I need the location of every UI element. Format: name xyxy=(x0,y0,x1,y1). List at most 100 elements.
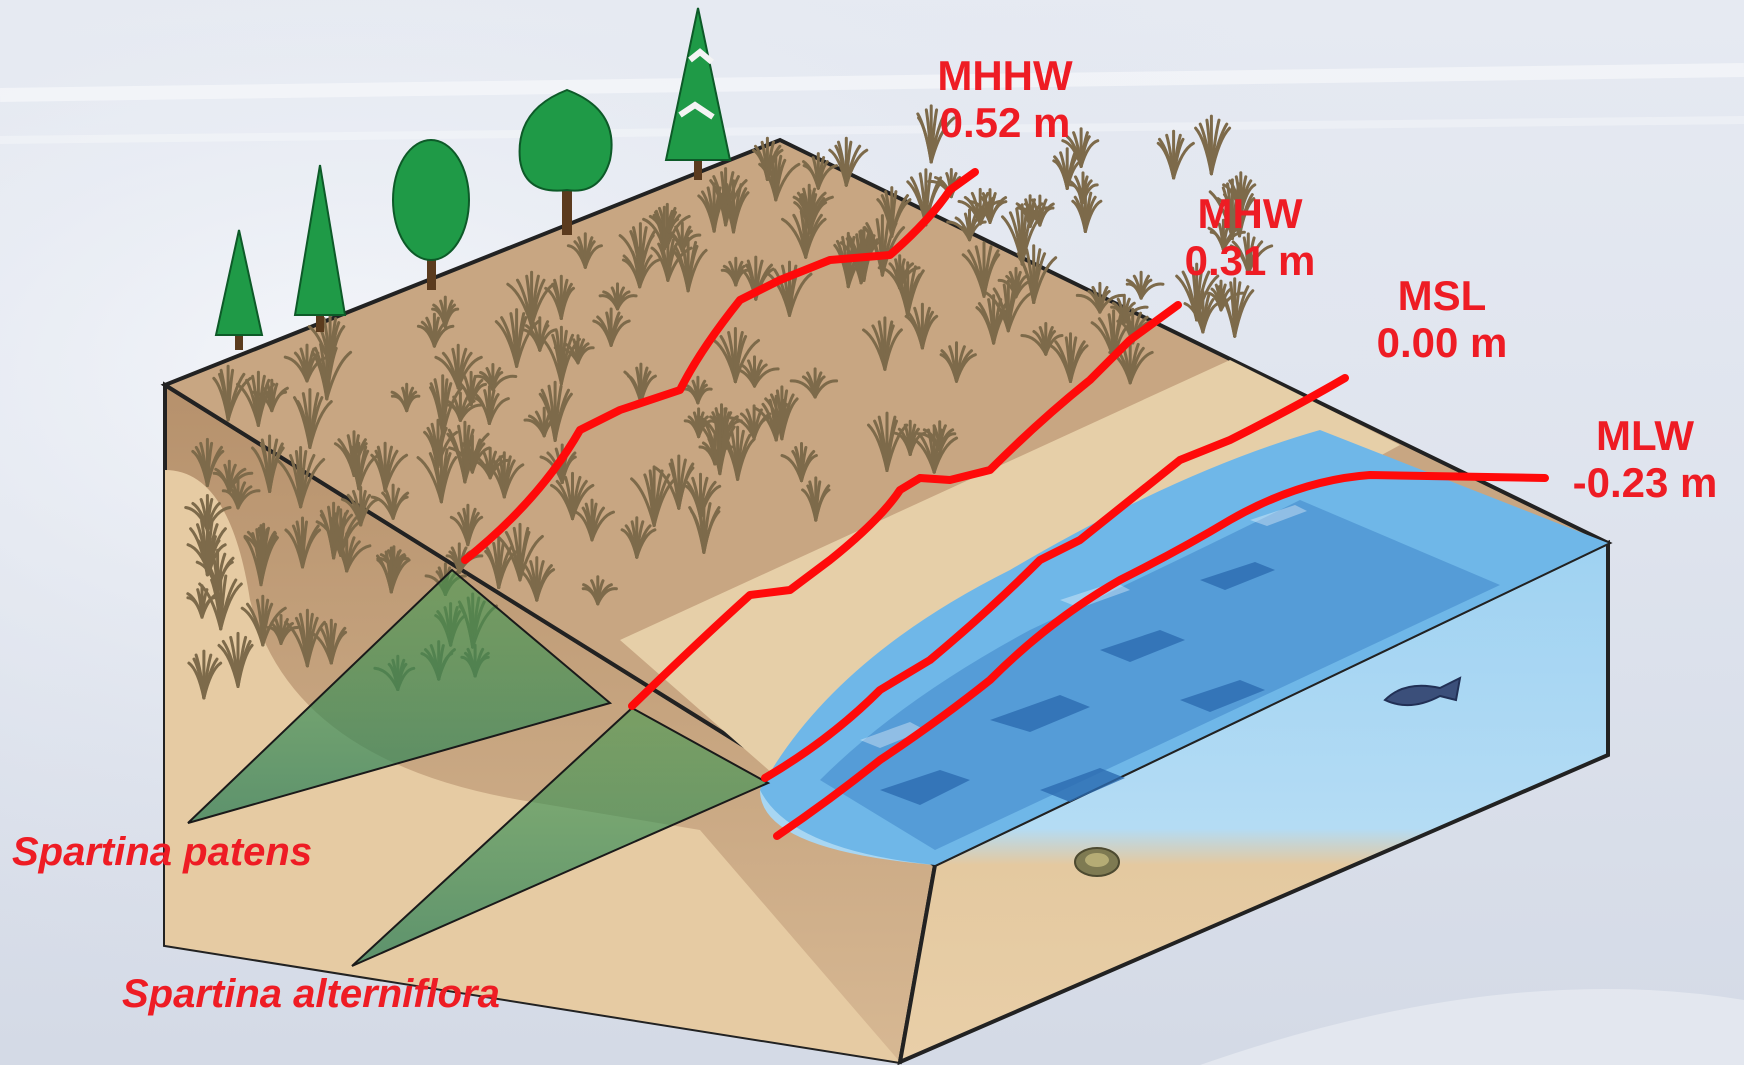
grass-blade xyxy=(1238,197,1256,238)
grass-blade xyxy=(328,325,346,370)
grass-tuft xyxy=(494,308,540,368)
grass-blade xyxy=(1083,199,1103,233)
grass-tuft xyxy=(1067,171,1099,205)
grass-tuft xyxy=(802,152,839,190)
grass-tuft xyxy=(862,316,903,371)
grass-blade xyxy=(932,436,959,474)
grass-tuft xyxy=(448,434,491,474)
grass-tuft xyxy=(506,270,555,328)
grass-tuft xyxy=(541,325,581,386)
grass-blade xyxy=(502,463,525,499)
grass-tuft xyxy=(1208,178,1247,240)
grass-blade xyxy=(456,355,483,390)
grass-blade xyxy=(844,148,869,187)
species-zone-pointers xyxy=(187,568,771,967)
grass-blade xyxy=(814,488,831,522)
grass-blade xyxy=(205,449,225,487)
grass-blade xyxy=(560,455,577,484)
msl-line xyxy=(761,374,1349,782)
grass-tuft xyxy=(665,221,702,253)
grass-blade xyxy=(1038,206,1055,227)
grass-blade xyxy=(436,430,459,469)
grass-tuft xyxy=(191,437,225,487)
grass-blade xyxy=(665,214,691,248)
grass-tuft xyxy=(1016,194,1055,227)
grass-tuft xyxy=(581,575,618,606)
grass-tuft xyxy=(984,279,1033,333)
grass-blade xyxy=(908,431,927,456)
fish-icon xyxy=(1383,676,1462,707)
grass-blade xyxy=(236,643,254,688)
msl-name: MSL xyxy=(1397,272,1487,319)
grass-blade xyxy=(357,453,380,491)
grass-blade xyxy=(1006,291,1033,333)
grass-blade xyxy=(885,423,909,472)
grass-tuft xyxy=(251,434,285,493)
grass-blade xyxy=(816,164,839,190)
grass-tuft xyxy=(683,407,715,439)
grass-blade xyxy=(383,453,409,493)
grass-tuft xyxy=(1194,114,1232,176)
grass-tuft xyxy=(449,503,484,547)
grass-tuft xyxy=(792,183,834,225)
grass-tuft xyxy=(474,363,518,392)
grass-blade xyxy=(813,379,839,399)
grass-blade xyxy=(702,510,721,554)
spartina-patens-wedge xyxy=(187,568,613,824)
grass-tuft xyxy=(434,343,483,390)
grass-tuft xyxy=(1156,129,1195,180)
mlw-label: MLW -0.23 m xyxy=(1560,412,1730,506)
grass-blade xyxy=(226,376,252,422)
grass-tuft xyxy=(620,516,657,559)
grass-tuft xyxy=(189,515,227,577)
grass-tuft xyxy=(283,343,330,383)
grass-tuft xyxy=(390,382,421,413)
grass-blade xyxy=(596,587,618,606)
mlw-line xyxy=(773,471,1549,840)
grass-blade xyxy=(515,320,540,368)
grass-blade xyxy=(732,191,750,234)
grass-blade xyxy=(487,397,510,425)
grass-tuft xyxy=(758,150,801,202)
grass-tuft xyxy=(969,188,1008,224)
grass-blade xyxy=(1209,126,1232,176)
grass-blade xyxy=(205,506,232,532)
grass-blade xyxy=(774,406,790,442)
grass-tuft xyxy=(753,394,790,442)
grass-blade xyxy=(1172,141,1195,180)
grass-blade xyxy=(1128,350,1154,385)
grass-tuft xyxy=(538,380,573,442)
mhhw-label: MHHW 0.52 m xyxy=(930,52,1080,146)
grass-blade xyxy=(538,328,558,352)
mhw-line xyxy=(628,301,1182,710)
grass-blade xyxy=(774,162,801,202)
grass-tuft xyxy=(340,485,380,527)
grass-tuft xyxy=(217,631,254,688)
grass-blade xyxy=(609,319,631,347)
grass-tuft xyxy=(1110,293,1149,324)
grass-blade xyxy=(699,484,722,519)
deciduous-tree-icon xyxy=(518,88,613,235)
grass-tuft xyxy=(284,608,326,668)
grass-tuft xyxy=(780,442,818,483)
grass-blade xyxy=(652,477,677,527)
grass-tuft xyxy=(236,370,276,427)
grass-blade xyxy=(279,625,299,645)
mhhw-elevation: 0.52 m xyxy=(939,99,1071,147)
grass-tuft xyxy=(187,649,223,700)
grass-blade xyxy=(1122,305,1149,324)
grass-blade xyxy=(559,286,575,320)
mhw-label: MHW 0.31 m xyxy=(1175,190,1325,284)
grass-tuft xyxy=(598,282,638,311)
grass-tuft xyxy=(877,254,921,290)
tidal-datum-lines xyxy=(461,168,1549,840)
mhw-elevation: 0.31 m xyxy=(1184,237,1316,285)
grass-blade xyxy=(696,387,713,405)
msl-elevation: 0.00 m xyxy=(1376,319,1508,367)
grass-blade xyxy=(305,355,330,383)
grass-blade xyxy=(1230,190,1247,240)
grass-blade xyxy=(305,620,326,668)
grass-blade xyxy=(200,596,216,619)
grass-blade xyxy=(518,534,544,582)
grass-tuft xyxy=(1229,232,1274,275)
